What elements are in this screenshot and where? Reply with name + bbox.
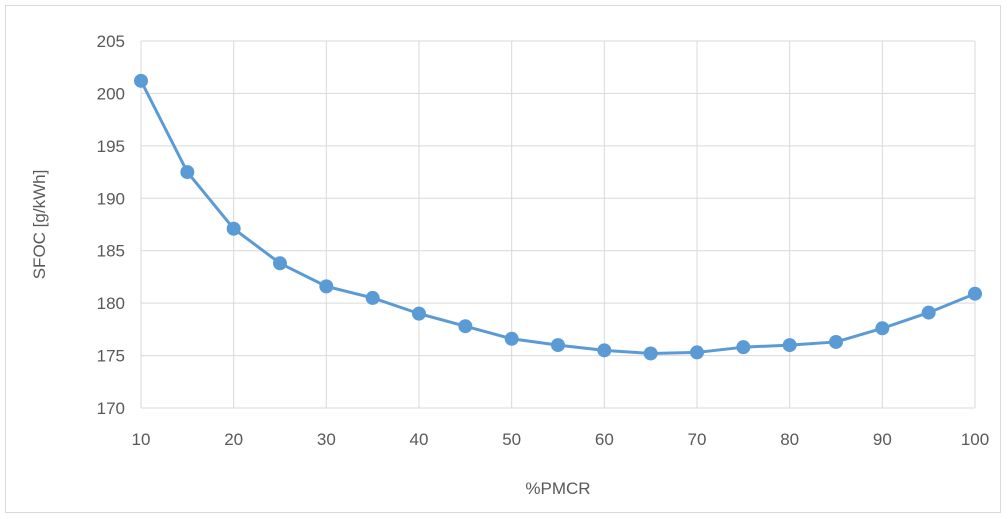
y-tick-label: 200 [97, 84, 125, 103]
x-axis-title: %PMCR [525, 479, 590, 498]
x-tick-label: 40 [410, 430, 429, 449]
data-point [597, 343, 612, 358]
x-tick-label: 10 [132, 430, 151, 449]
data-point [736, 340, 751, 355]
y-tick-label: 170 [97, 399, 125, 418]
data-point [458, 319, 473, 334]
data-point [782, 338, 797, 353]
data-point [134, 73, 148, 88]
x-tick-label: 100 [961, 430, 989, 449]
y-axis-title: SFOC [g/kWh] [30, 170, 49, 280]
data-point [875, 321, 890, 336]
x-tick-label: 70 [688, 430, 707, 449]
data-point [319, 279, 334, 294]
grid [140, 40, 976, 409]
y-axis-ticks: 170 175 180 185 190 195 200 205 [97, 32, 125, 418]
y-tick-label: 205 [97, 32, 125, 51]
x-tick-label: 50 [502, 430, 521, 449]
data-point [226, 221, 241, 236]
data-point [968, 286, 982, 301]
data-point [412, 306, 426, 321]
series-layer [134, 73, 982, 361]
y-tick-label: 185 [97, 242, 125, 261]
y-tick-label: 190 [97, 189, 125, 208]
y-tick-label: 195 [97, 137, 125, 156]
x-tick-label: 60 [595, 430, 614, 449]
x-tick-label: 80 [780, 430, 799, 449]
series-line [139, 80, 976, 355]
data-point [690, 345, 704, 360]
data-point [180, 165, 195, 180]
x-tick-label: 90 [873, 430, 892, 449]
data-point [504, 331, 519, 346]
x-tick-label: 30 [317, 430, 336, 449]
data-point [829, 334, 843, 349]
x-tick-label: 20 [224, 430, 243, 449]
x-axis-ticks: 10 20 30 40 50 60 70 80 90 100 [132, 430, 990, 449]
data-point [551, 338, 565, 353]
y-tick-label: 180 [97, 294, 125, 313]
data-point [921, 305, 936, 320]
chart-area [5, 5, 1001, 513]
data-point [643, 346, 658, 361]
data-point [273, 256, 287, 271]
y-tick-label: 175 [97, 347, 125, 366]
data-point [365, 290, 380, 305]
